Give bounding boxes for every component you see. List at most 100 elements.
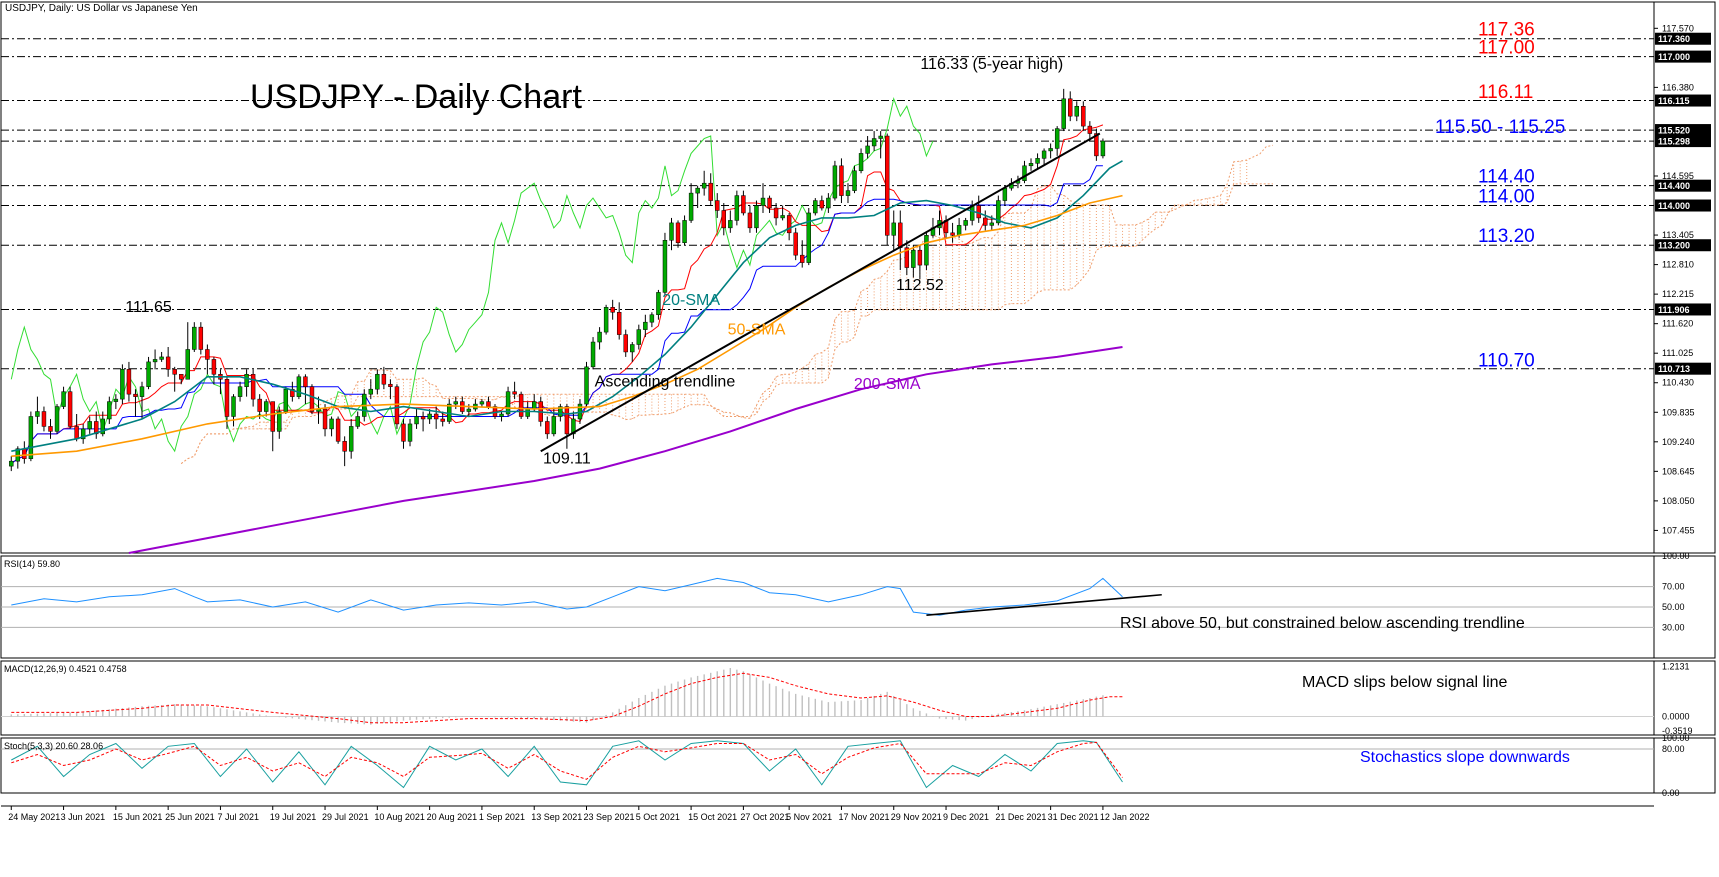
candle-body bbox=[1087, 125, 1093, 134]
candle-body bbox=[793, 232, 798, 256]
price-box bbox=[1655, 199, 1711, 212]
x-tick-label: 17 Nov 2021 bbox=[838, 812, 889, 822]
candle-body bbox=[839, 165, 844, 196]
candle-body bbox=[113, 398, 119, 402]
level-annotation: 116.11 bbox=[1478, 82, 1533, 103]
x-tick-label: 23 Sep 2021 bbox=[584, 812, 635, 822]
y-tick-label: 117.570 bbox=[1662, 23, 1694, 33]
x-tick-label: 15 Oct 2021 bbox=[688, 812, 737, 822]
candle-body bbox=[309, 386, 315, 412]
candle-body bbox=[407, 423, 413, 442]
candle-body bbox=[440, 418, 445, 422]
candle-body bbox=[263, 401, 269, 412]
candle-body bbox=[1022, 165, 1027, 181]
price-box bbox=[1655, 135, 1711, 148]
x-tick-label: 12 Jan 2022 bbox=[1100, 812, 1150, 822]
candle-body bbox=[479, 401, 485, 405]
price-box-label: 116.115 bbox=[1658, 96, 1690, 106]
x-tick-label: 27 Oct 2021 bbox=[740, 812, 789, 822]
candle-body bbox=[532, 401, 537, 410]
candle-body bbox=[871, 138, 877, 147]
candle-body bbox=[662, 240, 668, 293]
level-annotation: 114.40 bbox=[1478, 167, 1535, 188]
candle-body bbox=[1081, 105, 1086, 127]
candle-body bbox=[636, 329, 642, 345]
candle-body bbox=[741, 195, 746, 214]
candle-body bbox=[257, 398, 262, 412]
candle-body bbox=[675, 222, 681, 244]
macd-signal-line bbox=[11, 672, 1123, 724]
candle-body bbox=[878, 135, 883, 139]
x-tick-label: 13 Sep 2021 bbox=[531, 812, 582, 822]
candle-body bbox=[819, 200, 825, 209]
level-annotation: 114.00 bbox=[1478, 187, 1535, 208]
price-box bbox=[1655, 32, 1711, 45]
y-tick-label: 107.455 bbox=[1662, 525, 1695, 535]
sma-line-200-sma bbox=[128, 346, 1123, 554]
rsi-annotation: RSI above 50, but constrained below asce… bbox=[1120, 615, 1525, 632]
candle-body bbox=[152, 359, 158, 363]
chart-annotation: 109.11 bbox=[543, 451, 591, 468]
candle-body bbox=[597, 331, 602, 343]
candle-body bbox=[1054, 128, 1060, 149]
candle-body bbox=[525, 408, 530, 417]
candle-body bbox=[1068, 98, 1073, 117]
candle-body bbox=[322, 408, 328, 430]
candle-body bbox=[976, 205, 981, 219]
candle-body bbox=[381, 374, 387, 385]
price-box-label: 115.520 bbox=[1658, 126, 1690, 136]
candle-body bbox=[767, 197, 772, 209]
candle-body bbox=[35, 411, 40, 417]
sma-line-50-sma bbox=[11, 194, 1123, 457]
candle-body bbox=[74, 426, 79, 440]
rsi-trendline bbox=[926, 593, 1162, 616]
candle-body bbox=[94, 421, 99, 435]
stoch-panel-label: Stoch(5,3,3) 20.60 28.06 bbox=[4, 741, 103, 751]
x-tick-label: 19 Jul 2021 bbox=[270, 812, 317, 822]
candle-body bbox=[917, 249, 923, 266]
candle-body bbox=[348, 426, 354, 452]
y-tick-label: 110.430 bbox=[1662, 378, 1694, 388]
candle-body bbox=[826, 197, 831, 209]
candle-body bbox=[616, 311, 622, 335]
x-tick-label: 5 Nov 2021 bbox=[786, 812, 832, 822]
x-tick-label: 20 Aug 2021 bbox=[427, 812, 478, 822]
x-tick-label: 25 Jun 2021 bbox=[165, 812, 215, 822]
candle-body bbox=[1094, 133, 1099, 157]
candle-body bbox=[715, 200, 720, 211]
candle-body bbox=[87, 421, 92, 430]
x-tick-label: 10 Aug 2021 bbox=[374, 812, 425, 822]
candle-body bbox=[165, 356, 171, 370]
candle-body bbox=[956, 225, 962, 236]
candle-body bbox=[41, 411, 47, 427]
price-box-label: 114.400 bbox=[1658, 181, 1690, 191]
candle-body bbox=[290, 388, 295, 397]
sma-line-20-sma bbox=[11, 160, 1123, 452]
candle-body bbox=[590, 341, 596, 368]
candle-body bbox=[721, 210, 726, 229]
rsi-level-label: 100.00 bbox=[1662, 551, 1690, 561]
candle-body bbox=[61, 391, 66, 407]
candle-body bbox=[329, 418, 334, 430]
candle-body bbox=[335, 418, 341, 442]
candle-body bbox=[224, 379, 230, 417]
price-box bbox=[1655, 239, 1711, 252]
candle-body bbox=[1074, 105, 1079, 117]
candle-body bbox=[1048, 148, 1053, 152]
candle-body bbox=[1035, 158, 1040, 164]
candle-body bbox=[747, 212, 753, 229]
candle-body bbox=[486, 401, 491, 407]
candle-body bbox=[433, 413, 439, 420]
candle-body bbox=[649, 314, 655, 323]
y-tick-label: 116.380 bbox=[1662, 82, 1694, 92]
stoch-main-line bbox=[11, 740, 1123, 789]
candle-body bbox=[884, 135, 890, 236]
candle-body bbox=[133, 393, 138, 397]
macd-panel-label: MACD(12,26,9) 0.4521 0.4758 bbox=[4, 664, 127, 674]
y-tick-label: 108.050 bbox=[1662, 496, 1695, 506]
candle-body bbox=[22, 448, 27, 459]
candle-body bbox=[924, 235, 929, 266]
stoch-level-label: 0.00 bbox=[1662, 788, 1680, 798]
price-box-label: 117.000 bbox=[1658, 52, 1690, 62]
